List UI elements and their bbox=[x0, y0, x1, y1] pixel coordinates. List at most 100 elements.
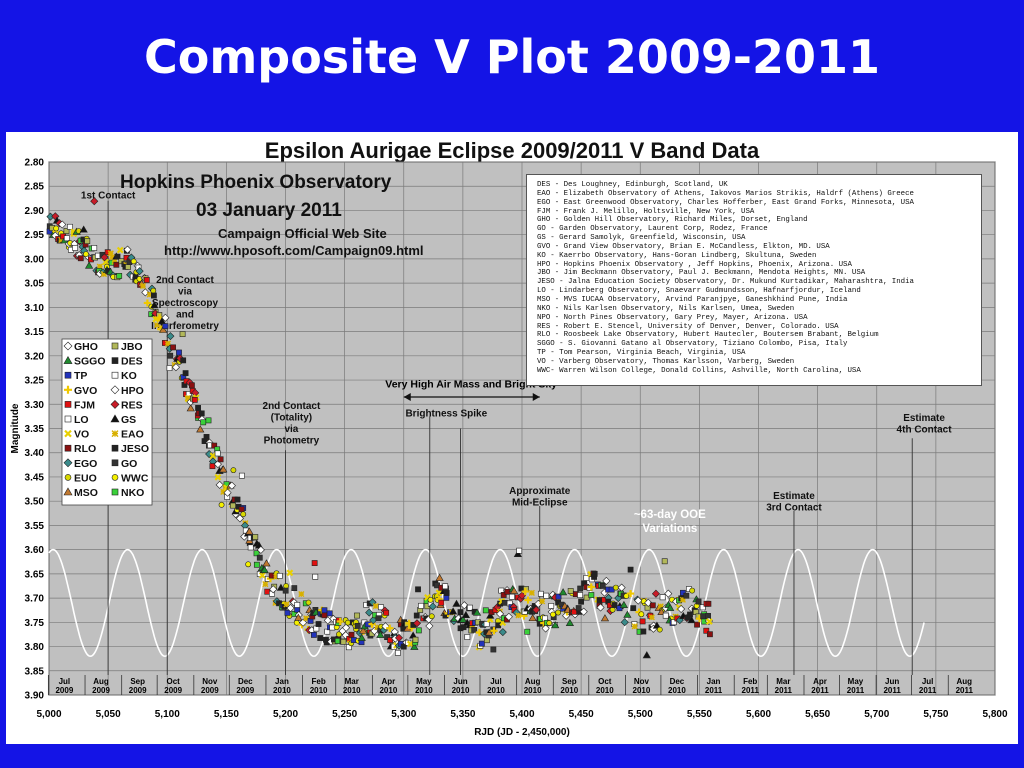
month-label: Feb bbox=[311, 677, 325, 686]
legend-label: WWC bbox=[121, 472, 149, 484]
x-tick-label: 5,550 bbox=[687, 709, 712, 720]
observation-point bbox=[294, 613, 303, 621]
y-tick-label: 2.85 bbox=[25, 182, 45, 193]
x-tick-label: 5,700 bbox=[864, 709, 889, 720]
observation-point bbox=[63, 228, 70, 234]
legend-label: RLO bbox=[74, 443, 96, 455]
observation-point bbox=[111, 258, 118, 265]
observation-point bbox=[513, 549, 522, 558]
month-label: Mar bbox=[345, 677, 359, 686]
month-label: May bbox=[848, 677, 864, 686]
legend-label: GVO bbox=[74, 385, 97, 397]
month-label: Jul bbox=[922, 677, 934, 686]
observation-point bbox=[258, 571, 266, 579]
observation-point bbox=[125, 263, 131, 270]
observatory-key-row: NPO - North Pines Observatory, Gary Prey… bbox=[537, 313, 808, 322]
observation-point bbox=[538, 590, 544, 597]
observation-point bbox=[642, 651, 651, 659]
observation-point bbox=[100, 253, 109, 262]
observation-point bbox=[406, 640, 414, 648]
observation-point bbox=[205, 417, 212, 424]
observation-point bbox=[504, 612, 513, 621]
observation-point bbox=[245, 561, 252, 568]
month-label: Jul bbox=[59, 677, 71, 686]
y-tick-label: 3.60 bbox=[25, 545, 45, 556]
observation-point bbox=[262, 581, 269, 588]
x-tick-label: 5,450 bbox=[569, 709, 594, 720]
observation-point bbox=[253, 550, 260, 557]
observation-point bbox=[179, 331, 186, 338]
observation-point bbox=[634, 596, 643, 605]
observation-point bbox=[567, 588, 574, 594]
month-label: Jul bbox=[490, 677, 502, 686]
legend-marker bbox=[64, 371, 72, 379]
observation-point bbox=[587, 583, 595, 591]
observation-point bbox=[282, 587, 289, 594]
observation-point bbox=[687, 616, 696, 624]
observation-point bbox=[166, 332, 175, 341]
observatory-key-row: MSO - MVS IUCAA Observatory, Arvind Para… bbox=[537, 295, 848, 304]
observation-point bbox=[230, 467, 237, 474]
observation-point bbox=[558, 588, 568, 596]
observation-point bbox=[299, 618, 308, 627]
air-mass-arrowhead-left bbox=[403, 393, 411, 402]
legend-marker bbox=[111, 474, 119, 481]
observation-point bbox=[524, 628, 531, 635]
observation-point bbox=[252, 534, 259, 540]
observation-point bbox=[543, 592, 550, 599]
observation-point bbox=[305, 599, 312, 606]
observation-point bbox=[384, 634, 390, 641]
x-tick-label: 5,300 bbox=[391, 709, 416, 720]
y-tick-label: 3.50 bbox=[25, 497, 45, 508]
observation-point bbox=[699, 604, 706, 611]
observation-point bbox=[164, 340, 172, 347]
observation-point bbox=[182, 370, 189, 377]
legend-label: LO bbox=[74, 414, 89, 426]
observatory-key-row: JBO - Jim Beckmann Observatory, Paul J. … bbox=[537, 269, 866, 278]
legend-marker bbox=[64, 401, 72, 408]
observation-point bbox=[386, 624, 394, 632]
observation-point bbox=[383, 609, 390, 616]
month-year-label: 2011 bbox=[742, 686, 760, 695]
observation-point bbox=[238, 506, 245, 513]
observation-point bbox=[649, 602, 656, 609]
observation-point bbox=[501, 599, 508, 606]
y-tick-label: 3.00 bbox=[25, 254, 45, 265]
observatory-key-row: JESO - Jalna Education Society Observato… bbox=[537, 278, 914, 287]
observation-point bbox=[191, 396, 198, 403]
observation-point bbox=[188, 382, 195, 389]
observation-point bbox=[198, 410, 205, 417]
observation-point bbox=[640, 628, 647, 635]
observation-point bbox=[602, 576, 611, 585]
legend-label: DES bbox=[121, 356, 143, 368]
observation-point bbox=[435, 589, 443, 597]
y-tick-label: 3.45 bbox=[25, 472, 45, 483]
observation-point bbox=[546, 620, 553, 626]
observation-point bbox=[460, 624, 467, 631]
observation-point bbox=[130, 258, 137, 265]
observation-point bbox=[298, 590, 305, 598]
month-year-label: 2010 bbox=[343, 686, 361, 695]
campaign-url: http://www.hposoft.com/Campaign09.html bbox=[164, 243, 424, 258]
contact-marker-label: Approximate Mid-Eclipse bbox=[509, 486, 571, 509]
y-tick-label: 2.80 bbox=[25, 158, 45, 169]
observation-point bbox=[135, 267, 144, 276]
observatory-key-row: DES - Des Loughney, Edinburgh, Scotland,… bbox=[537, 181, 728, 189]
observation-point bbox=[176, 354, 185, 363]
observation-point bbox=[394, 649, 401, 656]
x-tick-label: 5,100 bbox=[155, 709, 180, 720]
observation-point bbox=[146, 291, 153, 298]
observation-point bbox=[562, 611, 571, 620]
observation-point bbox=[151, 292, 157, 299]
x-tick-label: 5,200 bbox=[273, 709, 298, 720]
observation-point bbox=[286, 604, 295, 613]
observation-point bbox=[548, 603, 555, 609]
observation-point bbox=[180, 357, 187, 364]
observation-point bbox=[471, 626, 478, 633]
month-year-label: 2009 bbox=[129, 686, 147, 695]
observation-point bbox=[253, 561, 260, 568]
observation-point bbox=[209, 452, 217, 460]
observation-point bbox=[77, 255, 84, 262]
observation-point bbox=[500, 592, 507, 598]
observatory-key-row: NKO - Nils Karlsen Observatory, Nils Kar… bbox=[537, 304, 795, 313]
